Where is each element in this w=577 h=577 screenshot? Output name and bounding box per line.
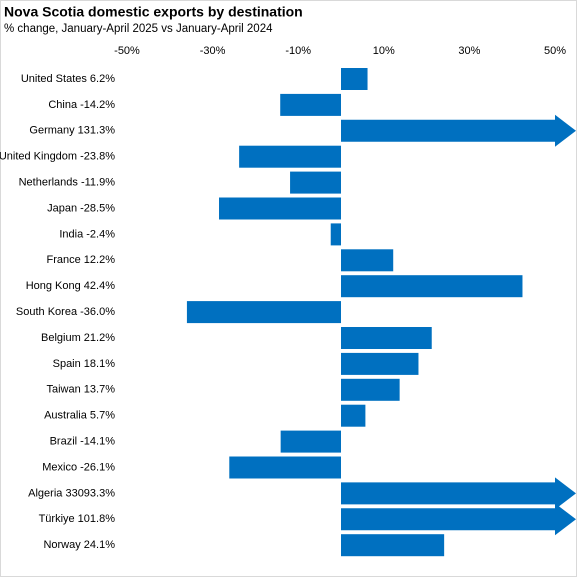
- bar-arrow: [341, 477, 576, 510]
- bar: [186, 301, 341, 324]
- x-tick-label: 50%: [544, 45, 566, 57]
- bar: [341, 404, 366, 427]
- bar: [280, 430, 341, 453]
- bar: [341, 68, 368, 90]
- y-tick-label: China -14.2%: [48, 99, 115, 111]
- y-tick-label: Brazil -14.1%: [50, 436, 116, 448]
- chart-subtitle: % change, January-April 2025 vs January-…: [4, 23, 273, 35]
- bar: [219, 197, 341, 220]
- y-tick-label: Germany 131.3%: [29, 125, 115, 137]
- bar: [239, 145, 341, 168]
- y-tick-label: Mexico -26.1%: [42, 461, 115, 473]
- y-tick-label: India -2.4%: [59, 228, 115, 240]
- x-tick-label: -50%: [114, 45, 140, 57]
- bar: [341, 534, 445, 557]
- bar: [341, 378, 400, 401]
- y-tick-label: United States 6.2%: [21, 73, 115, 85]
- bar: [341, 249, 394, 272]
- y-tick-label: Japan -28.5%: [47, 202, 115, 214]
- bar: [341, 275, 523, 298]
- y-tick-label: Taiwan 13.7%: [47, 384, 116, 396]
- y-tick-label: United Kingdom -23.8%: [0, 151, 115, 163]
- bar: [341, 327, 432, 349]
- x-tick-label: -10%: [285, 45, 311, 57]
- bar: [330, 223, 341, 246]
- x-tick-label: 10%: [373, 45, 395, 57]
- bar: [229, 456, 341, 479]
- x-tick-label: 30%: [458, 45, 480, 57]
- y-tick-label: Hong Kong 42.4%: [26, 280, 116, 292]
- bar: [280, 93, 341, 116]
- y-tick-label: France 12.2%: [47, 254, 116, 266]
- y-tick-label: Algeria 33093.3%: [28, 487, 115, 499]
- y-tick-label: South Korea -36.0%: [16, 306, 115, 318]
- bar-arrow: [341, 503, 576, 536]
- y-tick-label: Australia 5.7%: [44, 410, 115, 422]
- y-tick-label: Türkiye 101.8%: [39, 513, 116, 525]
- bar: [341, 352, 419, 375]
- y-tick-label: Spain 18.1%: [53, 358, 116, 370]
- y-tick-label: Norway 24.1%: [43, 539, 115, 551]
- chart-title: Nova Scotia domestic exports by destinat…: [4, 4, 303, 20]
- x-tick-label: -30%: [200, 45, 226, 57]
- y-tick-label: Belgium 21.2%: [41, 332, 115, 344]
- y-tick-label: Netherlands -11.9%: [19, 177, 116, 189]
- bar: [290, 171, 341, 194]
- bar-arrow: [341, 114, 576, 147]
